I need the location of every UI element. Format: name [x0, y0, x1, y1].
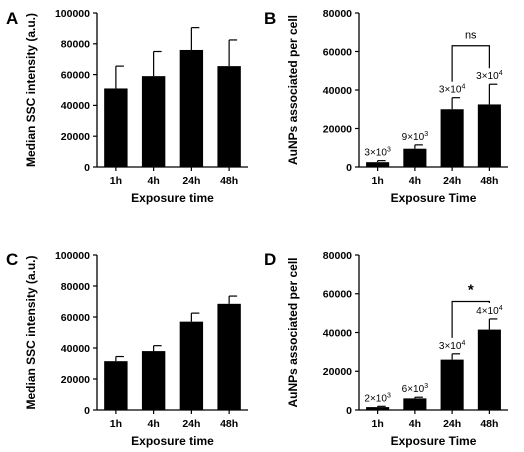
x-tick-label: 24h [182, 175, 200, 187]
y-tick-label: 20000 [323, 123, 352, 135]
bar [141, 76, 166, 167]
y-tick-label: 20000 [323, 366, 352, 378]
panel-letter: D [264, 250, 276, 269]
chart-panel-c: C 0 20000 40000 60000 80000 100000 Median SSC i… [6, 250, 248, 448]
y-tick-label: 40000 [61, 343, 90, 355]
x-tick-label: 4h [147, 418, 159, 430]
bar [403, 398, 427, 410]
x-tick-label: 4h [409, 175, 421, 187]
x-tick-label: 48h [220, 175, 238, 187]
x-axis-label: Exposure time [131, 191, 214, 205]
y-tick-label: 0 [84, 405, 90, 417]
significance-label: ns [465, 30, 477, 42]
bar [179, 321, 204, 410]
x-tick-label: 48h [480, 418, 498, 430]
y-tick-label: 60000 [323, 289, 352, 301]
x-tick-label: 1h [371, 175, 383, 187]
y-axis-label: AuNPs associated per cell [286, 15, 300, 165]
x-tick-label: 4h [409, 418, 421, 430]
y-tick-label: 80000 [323, 250, 352, 262]
y-tick-label: 0 [346, 162, 352, 174]
x-axis-label: Exposure Time [391, 434, 477, 448]
chart-panel-b: B 0 20000 40000 60000 80000 AuNPs associated p… [264, 8, 508, 205]
bar [141, 351, 166, 410]
panel-letter: C [6, 250, 18, 269]
y-tick-label: 80000 [61, 39, 90, 51]
significance-bracket [451, 45, 490, 82]
y-tick-label: 40000 [323, 85, 352, 97]
data-label: 9×103 [402, 131, 429, 143]
data-label: 3×103 [364, 147, 391, 159]
bar [403, 148, 427, 167]
y-tick-label: 60000 [61, 312, 90, 324]
bar [217, 66, 241, 167]
x-tick-label: 24h [182, 418, 200, 430]
bar [477, 329, 501, 410]
y-tick-label: 80000 [323, 8, 352, 20]
bar [104, 361, 128, 410]
data-label: 3×104 [476, 70, 503, 82]
y-tick-label: 100000 [55, 250, 90, 262]
data-label: 3×104 [439, 340, 466, 352]
y-tick-label: 0 [346, 405, 352, 417]
bar [440, 359, 464, 410]
significance-bracket [451, 300, 490, 338]
x-axis-label: Exposure Time [391, 191, 477, 205]
data-label: 4×104 [476, 305, 503, 317]
y-tick-label: 0 [84, 162, 90, 174]
y-tick-label: 100000 [55, 8, 90, 20]
bar [440, 109, 464, 167]
y-axis-label: Median SSC intensity (a.u.) [24, 255, 38, 409]
data-label: 2×103 [364, 392, 391, 404]
y-tick-label: 20000 [61, 131, 90, 143]
y-tick-label: 20000 [61, 374, 90, 386]
y-tick-label: 60000 [323, 46, 352, 58]
significance-label: * [468, 282, 474, 299]
bar [179, 49, 204, 167]
chart-panel-d: D 0 20000 40000 60000 80000 AuNPs associated p… [264, 250, 508, 448]
y-axis-label: AuNPs associated per cell [286, 257, 300, 407]
data-label: 6×103 [402, 383, 429, 395]
x-tick-label: 1h [110, 418, 122, 430]
y-tick-label: 60000 [61, 69, 90, 81]
data-label: 3×104 [439, 84, 466, 96]
bar [366, 407, 390, 410]
y-tick-label: 80000 [61, 281, 90, 293]
bar [477, 104, 501, 167]
x-tick-label: 24h [443, 418, 461, 430]
x-tick-label: 24h [443, 175, 461, 187]
y-axis-label: Median SSC intensity (a.u.) [24, 13, 38, 167]
bar [366, 162, 390, 167]
x-tick-label: 1h [110, 175, 122, 187]
x-tick-label: 4h [147, 175, 159, 187]
y-tick-label: 40000 [61, 100, 90, 112]
x-tick-label: 1h [371, 418, 383, 430]
bar [104, 88, 128, 167]
x-axis-label: Exposure time [131, 434, 214, 448]
x-tick-label: 48h [480, 175, 498, 187]
chart-panel-a: A 0 20000 40000 60000 80000 100000 Median SSC i… [6, 8, 248, 205]
y-tick-label: 40000 [323, 327, 352, 339]
panel-letter: A [6, 9, 18, 28]
panel-letter: B [264, 9, 276, 28]
bar [217, 303, 241, 410]
x-tick-label: 48h [220, 418, 238, 430]
